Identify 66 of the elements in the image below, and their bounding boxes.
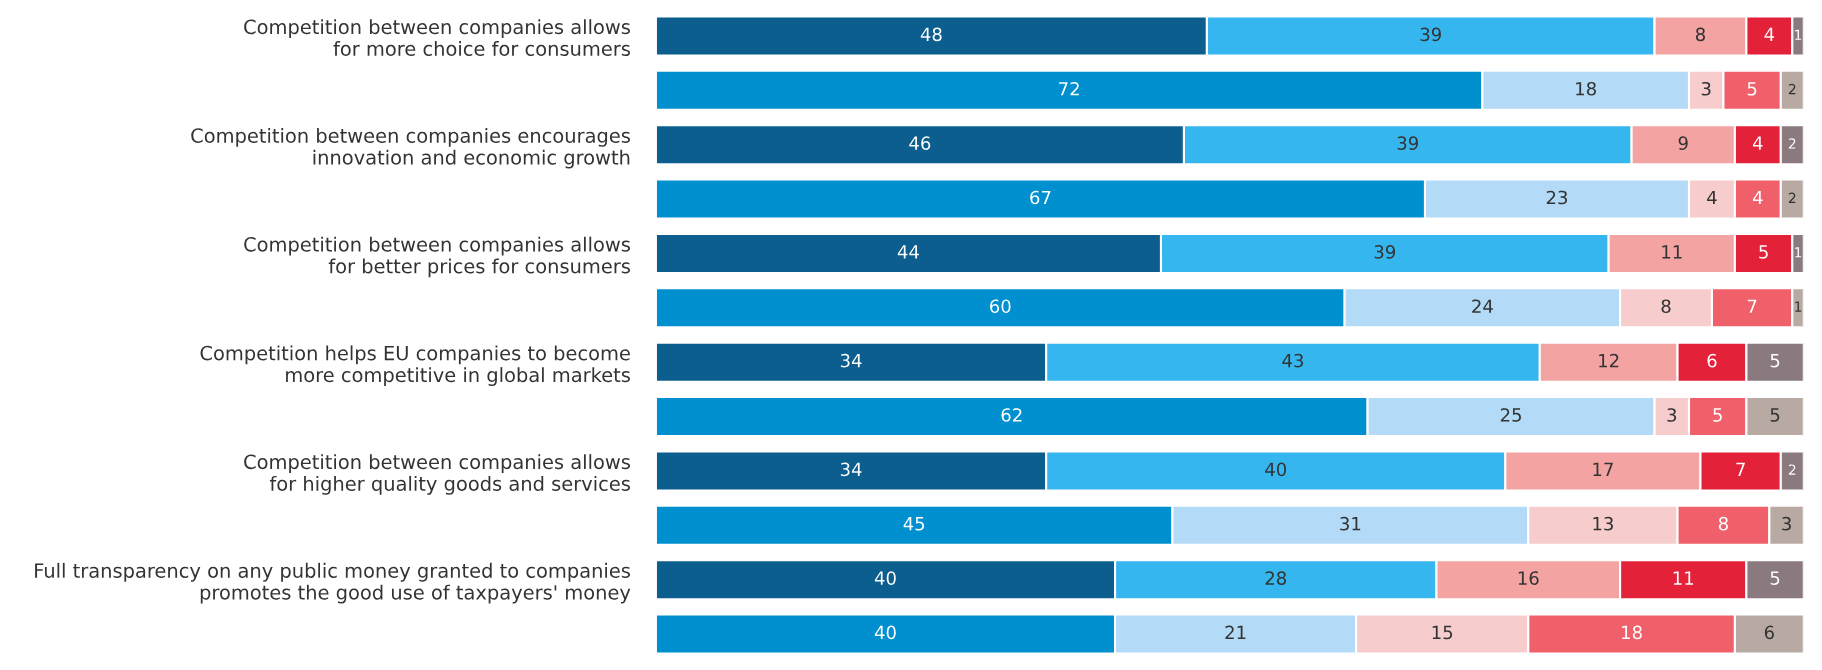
data-label: 2 — [1788, 192, 1796, 203]
data-label: 2 — [1788, 83, 1796, 95]
data-label: 8 — [1718, 516, 1728, 531]
data-label: 39 — [1420, 27, 1441, 42]
data-label: 5 — [1770, 408, 1780, 422]
data-label: 4 — [1753, 136, 1763, 150]
data-label: 2 — [1788, 138, 1796, 149]
data-label: 13 — [1593, 516, 1613, 531]
data-label: 17 — [1593, 462, 1613, 476]
data-label: 12 — [1599, 353, 1619, 368]
data-label: 18 — [1622, 625, 1642, 640]
data-label: 7 — [1736, 462, 1745, 476]
data-label: 43 — [1282, 353, 1304, 368]
data-label: 8 — [1695, 27, 1705, 42]
data-label: 6 — [1764, 625, 1774, 640]
data-label: 7 — [1747, 299, 1757, 313]
data-label: 1 — [1795, 247, 1802, 258]
data-label: 3 — [1667, 408, 1677, 422]
data-label: 4 — [1707, 190, 1717, 205]
data-label: 40 — [1265, 462, 1287, 477]
data-label: 2 — [1788, 464, 1796, 475]
data-label: 3 — [1701, 81, 1711, 96]
y-tick-label: Competition between companies encourages innovation and economic growth — [191, 127, 630, 169]
data-label: 4 — [1764, 27, 1775, 41]
data-label: 1 — [1795, 29, 1802, 40]
data-label: 40 — [874, 571, 896, 585]
data-label: 46 — [909, 136, 931, 150]
data-label: 1 — [1795, 301, 1802, 312]
data-label: 45 — [903, 517, 925, 531]
data-label: 5 — [1770, 571, 1780, 585]
data-label: 48 — [920, 27, 942, 42]
data-label: 34 — [840, 353, 862, 368]
data-label: 40 — [874, 625, 896, 640]
y-tick-label: Full transparency on any public money granted to companies promotes the good use of taxpayers' money — [35, 562, 631, 604]
data-label: 5 — [1747, 82, 1757, 96]
data-label: 11 — [1673, 571, 1694, 585]
data-label: 72 — [1059, 81, 1079, 96]
data-label: 60 — [990, 299, 1011, 314]
data-label: 21 — [1225, 625, 1246, 640]
data-label: 62 — [1001, 408, 1022, 422]
data-label: 44 — [897, 245, 919, 259]
data-label: 23 — [1546, 190, 1568, 205]
data-label: 15 — [1432, 625, 1453, 640]
data-label: 8 — [1661, 299, 1671, 314]
data-label: 18 — [1576, 81, 1596, 96]
data-label: 5 — [1770, 354, 1780, 368]
data-label: 24 — [1472, 299, 1493, 313]
data-label: 67 — [1030, 190, 1051, 205]
data-label: 28 — [1265, 571, 1287, 585]
data-label: 6 — [1707, 353, 1717, 368]
data-label: 39 — [1397, 136, 1418, 150]
data-label: 34 — [840, 462, 862, 477]
data-label: 11 — [1662, 245, 1682, 259]
y-tick-label: Competition between companies allows for higher quality goods and services — [244, 454, 630, 495]
data-label: 39 — [1374, 245, 1396, 259]
y-tick-label: Competition helps EU companies to become more competitive in global markets — [200, 345, 630, 386]
data-label: 16 — [1518, 571, 1539, 585]
data-label: 31 — [1340, 516, 1361, 531]
data-label: 5 — [1713, 408, 1722, 422]
data-label: 25 — [1500, 408, 1521, 422]
data-label: 4 — [1753, 190, 1763, 205]
data-label: 3 — [1782, 516, 1791, 531]
y-tick-label: Competition between companies allows for better prices for consumers — [244, 236, 630, 278]
data-label: 9 — [1678, 136, 1688, 150]
y-tick-label: Competition between companies allows for more choice for consumers — [244, 19, 630, 56]
data-label: 5 — [1759, 245, 1768, 259]
